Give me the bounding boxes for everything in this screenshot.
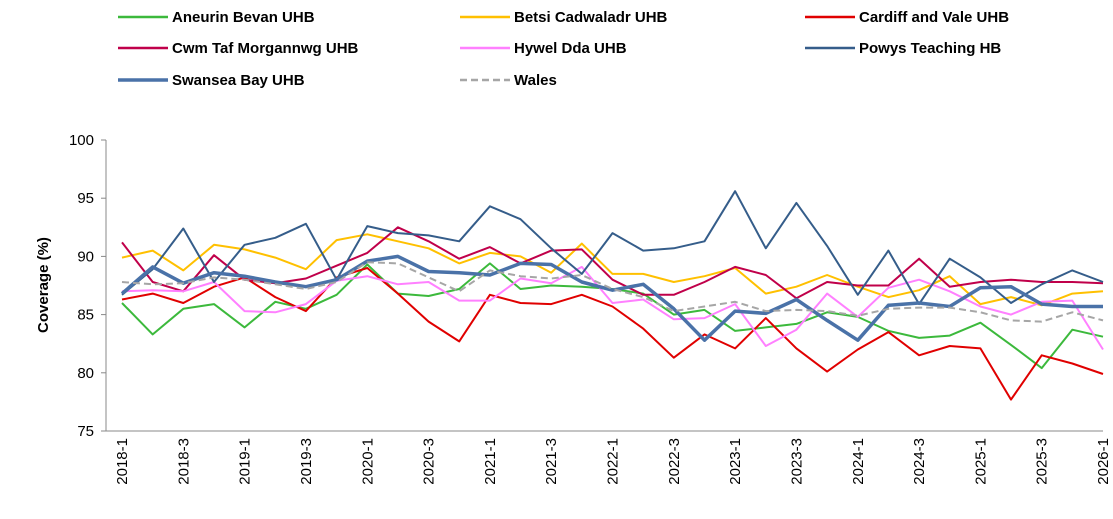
x-tick-label: 2023-3 xyxy=(788,438,805,485)
x-tick-label: 2022-3 xyxy=(666,438,683,485)
y-tick-label: 75 xyxy=(77,423,94,440)
legend-label: Cardiff and Vale UHB xyxy=(859,9,1009,26)
x-tick-label: 2025-1 xyxy=(972,438,989,485)
y-tick-label: 80 xyxy=(77,365,94,382)
series-line xyxy=(120,254,1103,342)
x-tick-label: 2019-3 xyxy=(298,438,315,485)
x-tick-label: 2026-1 xyxy=(1095,438,1112,485)
y-tick-label: 85 xyxy=(77,307,94,324)
series-line xyxy=(121,190,1104,306)
y-axis-title: Coverage (%) xyxy=(35,237,52,333)
legend-label: Hywel Dda UHB xyxy=(514,40,627,57)
y-tick-label: 95 xyxy=(77,190,94,207)
x-tick-label: 2024-3 xyxy=(911,438,928,485)
series-line xyxy=(121,265,1104,351)
y-tick-label: 100 xyxy=(69,132,94,149)
x-tick-label: 2023-1 xyxy=(727,438,744,485)
x-tick-label: 2020-1 xyxy=(359,438,376,485)
legend: Aneurin Bevan UHB Betsi Cadwaladr UHB Card… xyxy=(118,9,1009,89)
x-tick-label: 2025-3 xyxy=(1034,438,1051,485)
legend-label: Cwm Taf Morgannwg UHB xyxy=(172,40,359,57)
legend-label: Aneurin Bevan UHB xyxy=(172,9,315,26)
x-tick-label: 2020-3 xyxy=(421,438,438,485)
x-tick-label: 2021-1 xyxy=(482,438,499,485)
legend-label: Powys Teaching HB xyxy=(859,40,1001,57)
legend-label: Swansea Bay UHB xyxy=(172,72,305,89)
legend-label: Wales xyxy=(514,72,557,89)
x-tick-label: 2018-1 xyxy=(114,438,131,485)
x-tick-label: 2022-1 xyxy=(605,438,622,485)
x-tick-label: 2021-3 xyxy=(543,438,560,485)
series-line xyxy=(121,226,1104,300)
series-line xyxy=(121,261,1104,323)
x-tick-label: 2024-1 xyxy=(850,438,867,485)
y-tick-label: 90 xyxy=(77,248,94,265)
series-line xyxy=(121,267,1104,401)
x-tick-label: 2018-3 xyxy=(175,438,192,485)
x-tick-label: 2019-1 xyxy=(237,438,254,485)
series-line xyxy=(121,233,1104,307)
legend-label: Betsi Cadwaladr UHB xyxy=(514,9,668,26)
